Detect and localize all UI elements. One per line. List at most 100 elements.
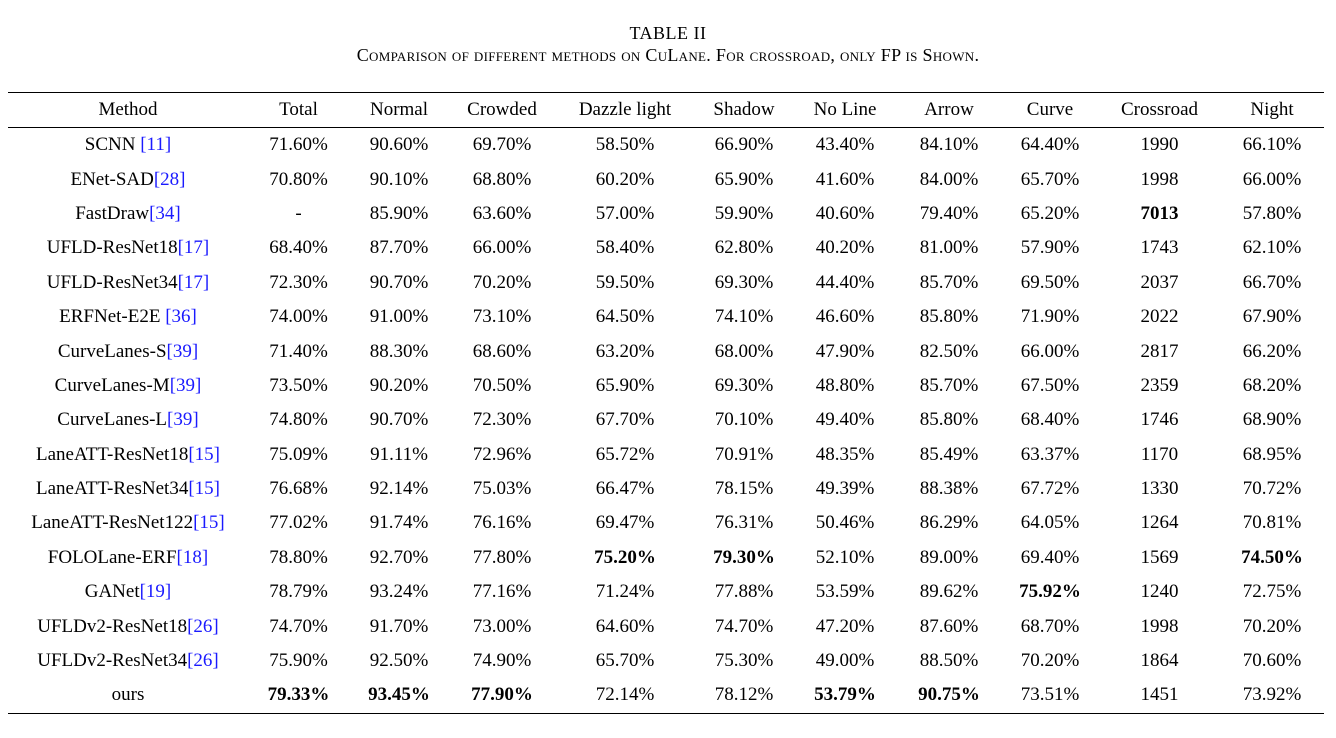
method-name: UFLDv2-ResNet34: [37, 650, 188, 672]
value-cell: 67.72%: [1020, 478, 1080, 500]
value-cell: 44.40%: [815, 271, 875, 293]
value-cell: 52.10%: [815, 546, 875, 568]
value-cell: -: [295, 202, 302, 224]
value-cell: 76.16%: [472, 512, 532, 534]
method-name: ERFNet-E2E: [59, 306, 166, 328]
value-cell: 73.00%: [472, 615, 532, 637]
value-cell: 40.20%: [815, 237, 875, 259]
citation-link[interactable]: [26]: [187, 615, 219, 637]
value-cell: 75.90%: [269, 650, 328, 672]
value-cell: 92.50%: [369, 650, 429, 672]
value-cell: 46.60%: [815, 306, 875, 328]
value-cell: 53.79%: [814, 684, 876, 706]
value-cell: 65.70%: [1020, 168, 1080, 190]
table-row: ENet-SAD[28] 70.80% 90.10% 68.80% 60.20% 65.9…: [8, 162, 1324, 196]
value-cell: 74.80%: [269, 409, 328, 431]
citation-link[interactable]: [18]: [176, 546, 209, 568]
method-cell: CurveLanes-S[39]: [8, 334, 248, 368]
value-cell: 69.30%: [714, 374, 774, 396]
value-cell: 2817: [1140, 340, 1179, 362]
method-name: UFLD-ResNet18: [46, 237, 178, 259]
method-cell: ENet-SAD[28]: [8, 162, 248, 196]
value-cell: 90.70%: [369, 271, 429, 293]
value-cell: 64.60%: [595, 615, 655, 637]
value-cell: 64.40%: [1020, 134, 1080, 156]
value-cell: 66.00%: [1242, 168, 1302, 190]
value-cell: 73.51%: [1020, 684, 1080, 706]
value-cell: 66.47%: [595, 478, 655, 500]
value-cell: 70.20%: [1020, 650, 1080, 672]
citation-link[interactable]: [17]: [177, 271, 210, 293]
citation-link[interactable]: [15]: [188, 478, 220, 500]
value-cell: 49.40%: [815, 409, 875, 431]
value-cell: 1451: [1140, 684, 1179, 706]
citation-link[interactable]: [11]: [140, 134, 172, 156]
citation-link[interactable]: [26]: [187, 650, 219, 672]
value-cell: 58.40%: [595, 237, 655, 259]
value-cell: 65.72%: [595, 443, 655, 465]
results-table: Method Total Normal Crowded Dazzle light Shad…: [8, 92, 1324, 714]
method-cell: UFLDv2-ResNet18[26]: [8, 609, 248, 643]
value-cell: 72.30%: [269, 271, 328, 293]
value-cell: 41.60%: [815, 168, 875, 190]
value-cell: 48.80%: [815, 374, 875, 396]
value-cell: 66.70%: [1242, 271, 1302, 293]
method-name: CurveLanes-S: [57, 340, 167, 362]
value-cell: 67.90%: [1242, 306, 1302, 328]
method-name: LaneATT-ResNet122: [31, 512, 194, 534]
value-cell: 50.46%: [815, 512, 875, 534]
value-cell: 1264: [1140, 512, 1179, 534]
method-cell: SCNN [11]: [8, 128, 248, 163]
citation-link[interactable]: [15]: [188, 443, 220, 465]
value-cell: 91.70%: [369, 615, 429, 637]
value-cell: 74.70%: [714, 615, 774, 637]
citation-link[interactable]: [28]: [153, 168, 186, 190]
column-header: Method: [98, 99, 158, 120]
value-cell: 72.30%: [472, 409, 532, 431]
value-cell: 66.10%: [1242, 134, 1302, 156]
value-cell: 70.60%: [1242, 650, 1302, 672]
method-cell: CurveLanes-M[39]: [8, 369, 248, 403]
citation-link[interactable]: [17]: [177, 237, 210, 259]
value-cell: 88.50%: [919, 650, 979, 672]
column-header: No Line: [813, 99, 877, 120]
value-cell: 92.70%: [369, 546, 429, 568]
value-cell: 88.38%: [919, 478, 979, 500]
citation-link[interactable]: [36]: [165, 306, 197, 328]
citation-link[interactable]: [39]: [166, 340, 199, 362]
citation-link[interactable]: [39]: [167, 409, 199, 431]
value-cell: 60.20%: [595, 168, 655, 190]
value-cell: 48.35%: [815, 443, 875, 465]
value-cell: 93.24%: [369, 581, 429, 603]
value-cell: 90.10%: [369, 168, 429, 190]
value-cell: 82.50%: [919, 340, 979, 362]
table-caption: TABLE II Comparison of different methods…: [0, 22, 1336, 66]
citation-link[interactable]: [19]: [139, 581, 172, 603]
value-cell: 53.59%: [815, 581, 875, 603]
table-row: UFLDv2-ResNet34[26] 75.90% 92.50% 74.90% 65.…: [8, 644, 1324, 678]
citation-link[interactable]: [39]: [169, 374, 202, 396]
value-cell: 91.11%: [370, 443, 428, 465]
table-row: CurveLanes-L[39] 74.80% 90.70% 72.30% 67.70%…: [8, 403, 1324, 437]
table-row: GANet[19] 78.79% 93.24% 77.16% 71.24% 77.88% 5…: [8, 575, 1324, 609]
value-cell: 77.16%: [472, 581, 532, 603]
value-cell: 74.10%: [714, 306, 774, 328]
value-cell: 85.80%: [919, 306, 979, 328]
value-cell: 74.90%: [472, 650, 532, 672]
value-cell: 77.88%: [714, 581, 774, 603]
value-cell: 69.40%: [1020, 546, 1080, 568]
value-cell: 69.50%: [1020, 271, 1080, 293]
citation-link[interactable]: [15]: [193, 512, 225, 534]
value-cell: 1746: [1140, 409, 1179, 431]
table-row: CurveLanes-S[39] 71.40% 88.30% 68.60% 63.20%…: [8, 334, 1324, 368]
value-cell: 68.95%: [1242, 443, 1302, 465]
header-row: Method Total Normal Crowded Dazzle light Shad…: [8, 92, 1324, 128]
method-name: FOLOLane-ERF: [47, 546, 177, 568]
method-cell: ERFNet-E2E [36]: [8, 300, 248, 334]
method-name: LaneATT-ResNet18: [36, 443, 189, 465]
value-cell: 49.39%: [815, 478, 875, 500]
table-row: LaneATT-ResNet18[15] 75.09% 91.11% 72.96% 65…: [8, 438, 1324, 472]
method-name: UFLD-ResNet34: [46, 271, 178, 293]
citation-link[interactable]: [34]: [149, 202, 181, 224]
table-row: LaneATT-ResNet34[15] 76.68% 92.14% 75.03% 66…: [8, 472, 1324, 506]
